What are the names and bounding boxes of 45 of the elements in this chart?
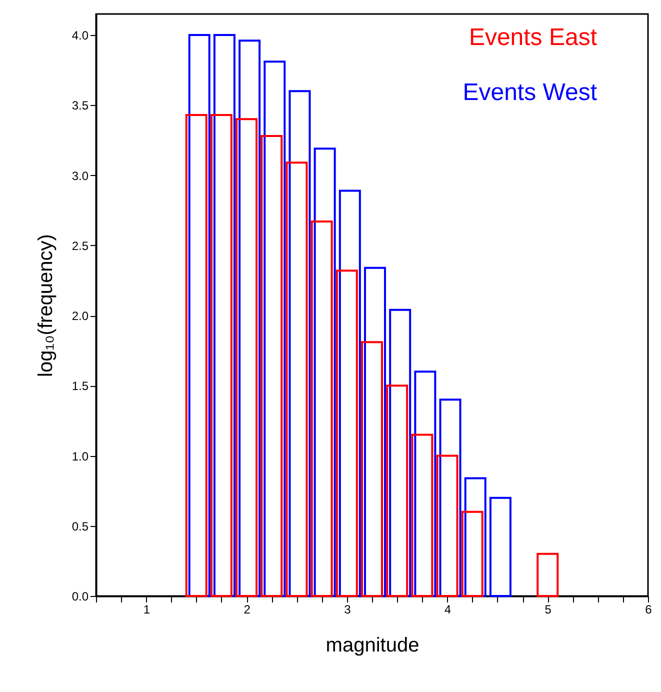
x-axis-title: magnitude bbox=[326, 634, 420, 656]
bar bbox=[236, 118, 258, 597]
bar bbox=[489, 496, 512, 597]
x-tick-label: 1 bbox=[143, 602, 150, 616]
text: Events West bbox=[462, 79, 598, 106]
y-tick-label: 3.0 bbox=[72, 168, 89, 183]
bar bbox=[338, 190, 361, 597]
bar bbox=[461, 510, 484, 597]
bar bbox=[414, 370, 436, 597]
bar bbox=[389, 308, 412, 597]
y-tick-label: 1.5 bbox=[72, 379, 89, 394]
bar bbox=[188, 34, 210, 597]
bar bbox=[288, 90, 311, 597]
bar bbox=[286, 162, 308, 597]
bar bbox=[436, 454, 458, 597]
y-tick-label: 4.0 bbox=[72, 28, 89, 43]
y-tick-label: 3.5 bbox=[72, 98, 89, 113]
y-tick-label: 2.0 bbox=[72, 309, 89, 324]
bar bbox=[411, 434, 434, 597]
y-axis-title: log₁₀(frequency) bbox=[34, 234, 57, 377]
y-tick-label: 0.0 bbox=[72, 590, 89, 604]
bar bbox=[310, 220, 333, 597]
bar bbox=[386, 384, 408, 597]
x-tick-label: 3 bbox=[344, 602, 352, 616]
bar bbox=[314, 148, 336, 597]
x-tick-label: 2 bbox=[244, 602, 251, 616]
x-tick-label: 4 bbox=[444, 602, 452, 616]
bar bbox=[210, 114, 232, 597]
y-tick-label: 2.5 bbox=[72, 238, 89, 253]
bar bbox=[361, 341, 383, 597]
x-tick-label: 5 bbox=[544, 602, 552, 616]
x-tick-label: 6 bbox=[645, 602, 652, 616]
bar bbox=[238, 40, 261, 597]
bar bbox=[364, 266, 386, 597]
bar bbox=[213, 34, 236, 597]
bar bbox=[264, 60, 286, 597]
text: Events East bbox=[468, 24, 598, 51]
bar bbox=[185, 114, 208, 597]
bar bbox=[260, 135, 283, 597]
y-tick-label: 1.0 bbox=[72, 449, 89, 464]
bar bbox=[536, 552, 559, 597]
bar bbox=[439, 398, 462, 597]
bar bbox=[336, 270, 358, 597]
bar bbox=[464, 477, 486, 597]
y-tick-label: 0.5 bbox=[72, 519, 89, 534]
